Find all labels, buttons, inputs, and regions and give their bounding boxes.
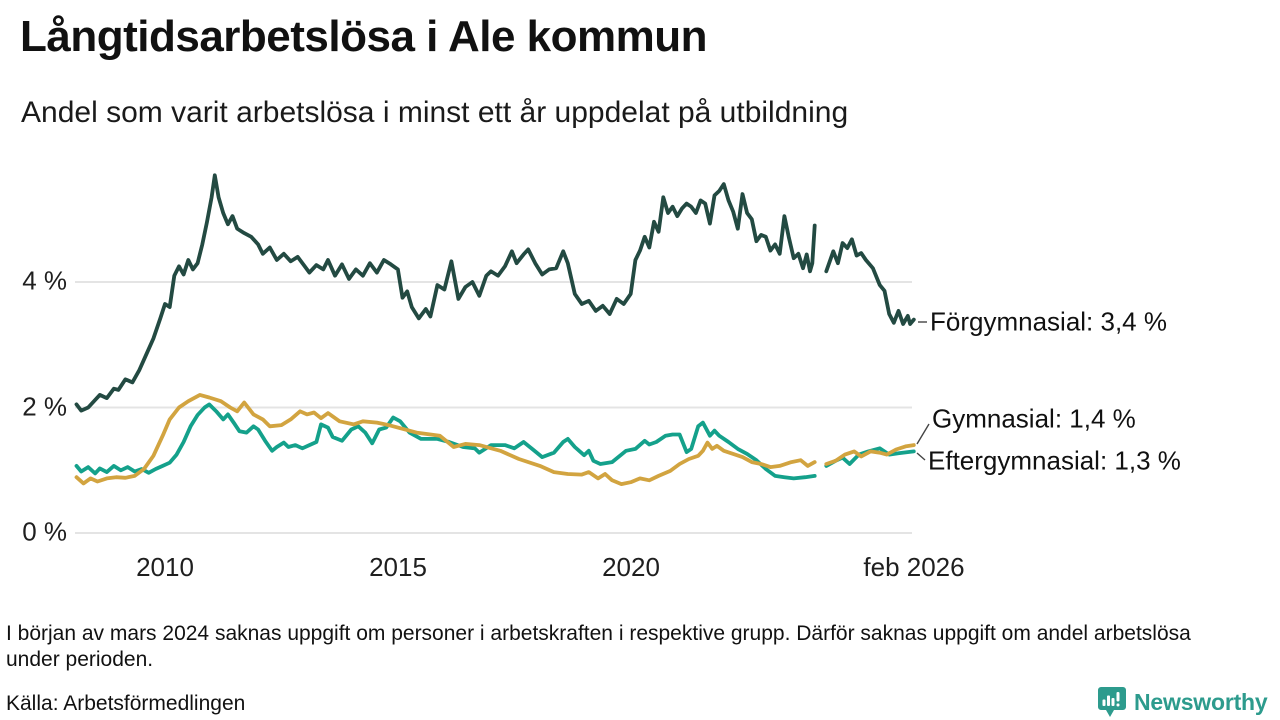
newsworthy-icon: [1098, 687, 1126, 717]
series-end-label-forgymnasial: Förgymnasial: 3,4 %: [930, 306, 1167, 337]
x-axis-tick-feb-2026: feb 2026: [863, 552, 965, 582]
chart-subtitle: Andel som varit arbetslösa i minst ett å…: [21, 96, 849, 129]
series-end-label-gymnasial: Gymnasial: 1,4 %: [932, 403, 1136, 434]
x-axis-tick-2020: 2020: [602, 552, 660, 582]
x-axis-tick-2015: 2015: [369, 552, 427, 582]
y-axis-tick-2: 2 %: [22, 391, 67, 422]
x-axis-tick-2010: 2010: [136, 552, 194, 582]
page-title: Långtidsarbetslösa i Ale kommun: [20, 12, 708, 61]
y-axis-tick-4: 4 %: [22, 265, 67, 296]
y-axis-tick-0: 0 %: [22, 516, 67, 547]
series-end-label-eftergymnasial: Eftergymnasial: 1,3 %: [928, 445, 1181, 476]
source-credit: Källa: Arbetsförmedlingen: [6, 692, 246, 715]
newsworthy-wordmark: Newsworthy: [1134, 688, 1268, 715]
chart-footnote: I början av mars 2024 saknas uppgift om …: [6, 622, 1191, 672]
newsworthy-logo: Newsworthy: [1097, 686, 1268, 718]
